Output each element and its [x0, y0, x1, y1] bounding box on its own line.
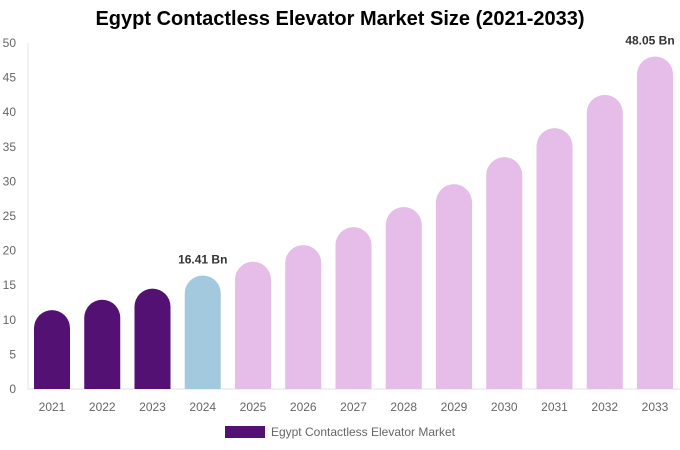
y-tick-label: 40 — [3, 105, 17, 119]
bar-2029 — [436, 184, 472, 389]
x-tick-label: 2026 — [290, 400, 317, 414]
x-tick-label: 2021 — [39, 400, 66, 414]
y-tick-label: 10 — [3, 313, 17, 327]
bar-2031 — [536, 128, 573, 389]
bar-2025 — [235, 261, 271, 389]
x-tick-label: 2032 — [591, 400, 618, 414]
x-tick-label: 2027 — [340, 400, 367, 414]
legend-swatch — [224, 426, 265, 438]
x-tick-label: 2029 — [441, 400, 468, 414]
y-tick-label: 45 — [3, 71, 17, 85]
x-tick-label: 2025 — [240, 400, 267, 414]
bar-2032 — [586, 94, 623, 389]
y-tick-label: 30 — [3, 174, 17, 188]
bar-2023 — [134, 288, 171, 389]
bar-2024 — [184, 275, 221, 389]
x-tick-label: 2023 — [139, 400, 166, 414]
x-tick-label: 2028 — [390, 400, 417, 414]
bar-2028 — [385, 207, 422, 389]
y-tick-label: 15 — [3, 278, 17, 292]
x-tick-label: 2031 — [541, 400, 568, 414]
y-tick-label: 5 — [9, 347, 16, 361]
x-tick-label: 2022 — [89, 400, 116, 414]
bar-2030 — [486, 157, 523, 389]
legend-label: Egypt Contactless Elevator Market — [270, 425, 456, 439]
bar-2021 — [34, 310, 70, 389]
y-tick-label: 0 — [9, 382, 16, 396]
bar-2022 — [84, 299, 121, 389]
y-tick-label: 50 — [3, 36, 17, 50]
data-label: 48.05 Bn — [625, 33, 674, 47]
y-tick-label: 20 — [3, 244, 17, 258]
data-label: 16.41 Bn — [178, 252, 227, 266]
chart-title: Egypt Contactless Elevator Market Size (… — [95, 8, 585, 30]
bar-2033 — [637, 56, 673, 389]
y-tick-label: 35 — [3, 140, 17, 154]
bar-2027 — [335, 227, 372, 389]
legend: Egypt Contactless Elevator Market — [0, 425, 680, 439]
bar-2026 — [285, 245, 322, 389]
x-tick-label: 2033 — [642, 400, 669, 414]
x-tick-label: 2030 — [491, 400, 518, 414]
x-tick-label: 2024 — [189, 400, 216, 414]
y-tick-label: 25 — [3, 209, 17, 223]
